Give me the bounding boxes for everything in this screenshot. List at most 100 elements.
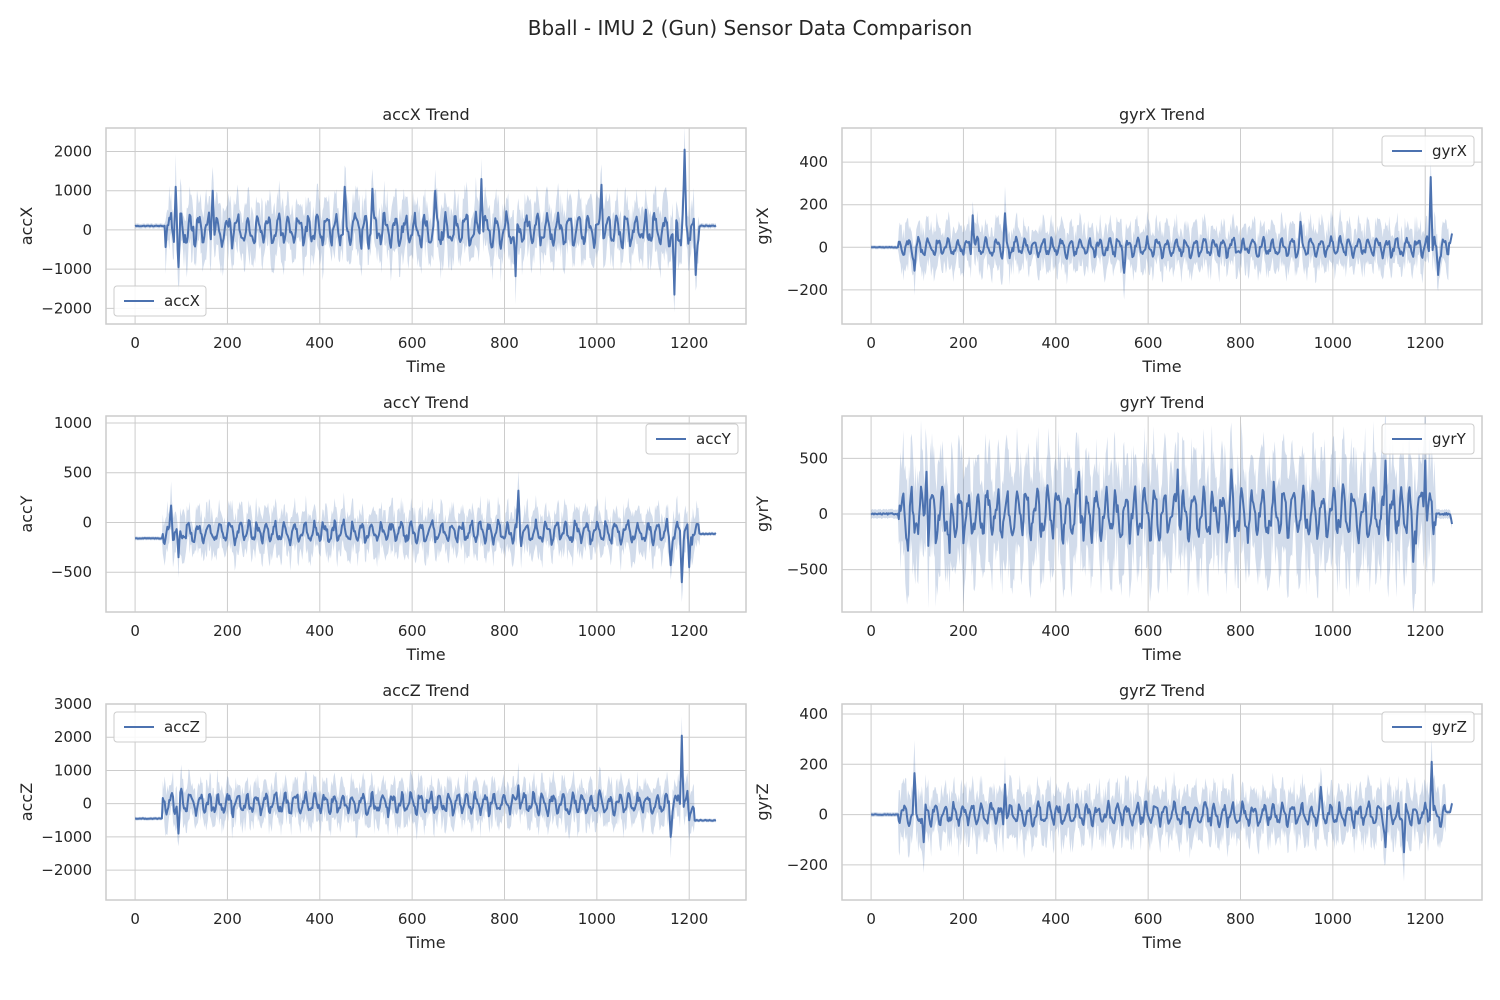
legend-label: accX bbox=[164, 292, 200, 310]
x-axis-label: Time bbox=[1141, 357, 1181, 376]
series-line-gyrX bbox=[870, 176, 1453, 276]
x-axis-label: Time bbox=[405, 933, 445, 952]
series-line-gyrZ bbox=[870, 760, 1453, 854]
x-axis-label: Time bbox=[405, 645, 445, 664]
x-tick-label: 1000 bbox=[578, 622, 616, 640]
x-axis-label: Time bbox=[405, 357, 445, 376]
axes-frame bbox=[841, 415, 1483, 613]
legend-box bbox=[1381, 711, 1475, 743]
axes-frame bbox=[841, 127, 1483, 325]
x-tick-label: 1000 bbox=[578, 334, 616, 352]
legend: gyrX bbox=[1381, 135, 1475, 167]
subplot-title: gyrX Trend bbox=[1119, 105, 1205, 124]
x-axis-label: Time bbox=[1141, 933, 1181, 952]
y-tick-label: −1000 bbox=[41, 260, 92, 278]
y-tick-label: −200 bbox=[787, 281, 828, 299]
x-tick-label: 1000 bbox=[1314, 622, 1352, 640]
legend-box bbox=[1381, 423, 1475, 455]
y-tick-label: −2000 bbox=[41, 861, 92, 879]
y-tick-label: 0 bbox=[818, 238, 828, 256]
axes-frame bbox=[105, 127, 747, 325]
subplot-title: gyrY Trend bbox=[1120, 393, 1205, 412]
legend-label: gyrX bbox=[1432, 142, 1467, 160]
subplot-accZ: 0 200 400 600 800 1000 1200 −2000 −1000 0 1000 2000… bbox=[17, 681, 747, 952]
subplot-title: accX Trend bbox=[382, 105, 469, 124]
x-tick-label: 800 bbox=[1226, 622, 1255, 640]
x-tick-label: 1200 bbox=[1406, 910, 1444, 928]
x-tick-label: 200 bbox=[949, 622, 978, 640]
x-tick-label: 1000 bbox=[1314, 334, 1352, 352]
axes-frame bbox=[105, 415, 747, 613]
x-tick-label: 800 bbox=[490, 334, 519, 352]
x-tick-label: 0 bbox=[130, 910, 140, 928]
x-tick-label: 600 bbox=[398, 334, 427, 352]
x-tick-label: 400 bbox=[1041, 910, 1070, 928]
series-group bbox=[134, 471, 717, 603]
series-group bbox=[870, 158, 1453, 300]
x-tick-label: 200 bbox=[213, 622, 242, 640]
y-axis-label: accY bbox=[17, 495, 36, 532]
x-tick-label: 0 bbox=[866, 334, 876, 352]
y-axis-label: gyrX bbox=[753, 207, 772, 244]
subplot-gyrX: 0 200 400 600 800 1000 1200 −200 0 200 400 gyrX Tre… bbox=[753, 105, 1483, 376]
confidence-band bbox=[135, 716, 717, 859]
series-line-accZ bbox=[134, 734, 717, 838]
legend: accX bbox=[113, 285, 207, 317]
y-tick-label: −1000 bbox=[41, 828, 92, 846]
legend: accZ bbox=[113, 711, 207, 743]
y-tick-label: 400 bbox=[799, 705, 828, 723]
series-line-accY bbox=[134, 489, 717, 584]
y-tick-label: 400 bbox=[799, 153, 828, 171]
confidence-band bbox=[871, 736, 1452, 882]
x-tick-label: 200 bbox=[949, 910, 978, 928]
x-tick-label: 1200 bbox=[1406, 622, 1444, 640]
x-tick-label: 600 bbox=[1134, 334, 1163, 352]
x-tick-label: 800 bbox=[1226, 910, 1255, 928]
series-line-gyrY bbox=[870, 459, 1453, 563]
axes-frame bbox=[105, 703, 747, 901]
subplot-title: accY Trend bbox=[383, 393, 469, 412]
y-axis-label: accX bbox=[17, 207, 36, 245]
plot-area bbox=[106, 416, 746, 612]
x-tick-label: 600 bbox=[398, 910, 427, 928]
series-group bbox=[134, 716, 717, 859]
y-tick-label: 0 bbox=[82, 513, 92, 531]
x-tick-label: 1200 bbox=[670, 334, 708, 352]
series-group bbox=[134, 128, 717, 313]
confidence-band bbox=[135, 471, 717, 603]
y-axis-label: gyrZ bbox=[753, 783, 772, 820]
y-tick-label: 2000 bbox=[54, 728, 92, 746]
legend: accY bbox=[645, 423, 739, 455]
legend-label: gyrZ bbox=[1432, 718, 1467, 736]
plot-area bbox=[842, 128, 1482, 324]
x-tick-label: 1000 bbox=[578, 910, 616, 928]
y-tick-label: 200 bbox=[799, 196, 828, 214]
x-tick-label: 400 bbox=[1041, 334, 1070, 352]
y-tick-label: 200 bbox=[799, 755, 828, 773]
subplot-gyrY: 0 200 400 600 800 1000 1200 −500 0 500 gyrY Trend T… bbox=[753, 393, 1483, 664]
x-tick-label: 400 bbox=[305, 910, 334, 928]
plot-area bbox=[842, 704, 1482, 900]
x-tick-label: 0 bbox=[866, 622, 876, 640]
x-tick-label: 600 bbox=[398, 622, 427, 640]
x-tick-label: 1200 bbox=[670, 910, 708, 928]
y-tick-label: 3000 bbox=[54, 695, 92, 713]
x-tick-label: 1200 bbox=[1406, 334, 1444, 352]
x-tick-label: 0 bbox=[130, 334, 140, 352]
y-tick-label: −500 bbox=[51, 563, 92, 581]
y-axis-label: gyrY bbox=[753, 496, 772, 532]
y-tick-label: −200 bbox=[787, 856, 828, 874]
y-tick-label: 0 bbox=[82, 795, 92, 813]
subplot-title: gyrZ Trend bbox=[1119, 681, 1205, 700]
x-tick-label: 400 bbox=[1041, 622, 1070, 640]
x-tick-label: 1000 bbox=[1314, 910, 1352, 928]
x-tick-label: 600 bbox=[1134, 622, 1163, 640]
x-tick-label: 400 bbox=[305, 334, 334, 352]
y-tick-label: 0 bbox=[82, 221, 92, 239]
x-tick-label: 0 bbox=[130, 622, 140, 640]
y-tick-label: 1000 bbox=[54, 761, 92, 779]
x-tick-label: 200 bbox=[213, 910, 242, 928]
y-tick-label: 1000 bbox=[54, 182, 92, 200]
legend-label: gyrY bbox=[1432, 430, 1467, 448]
